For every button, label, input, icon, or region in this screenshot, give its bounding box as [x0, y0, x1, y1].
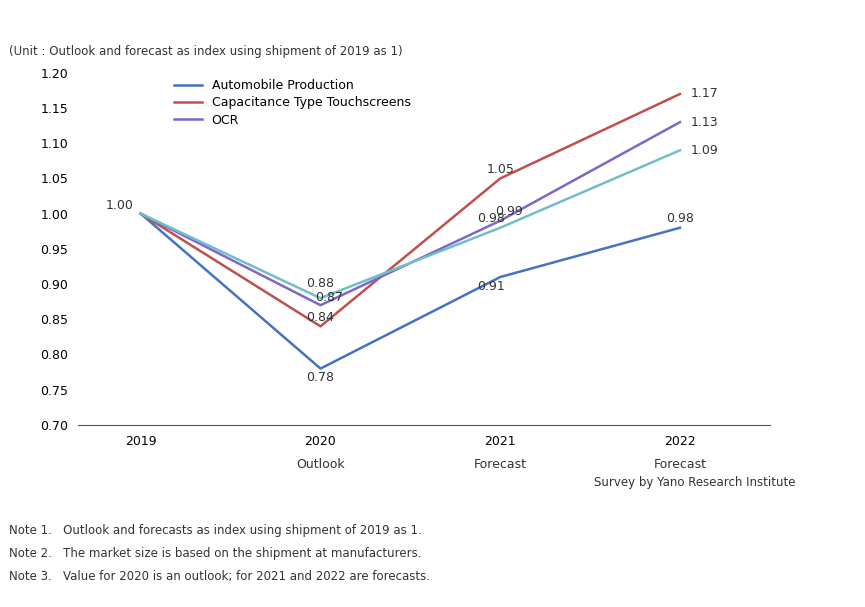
Text: 1.05: 1.05 [486, 163, 514, 175]
Text: 0.91: 0.91 [477, 280, 505, 293]
Text: 0.84: 0.84 [306, 311, 335, 324]
Text: 0.87: 0.87 [316, 291, 343, 304]
Text: 0.98: 0.98 [666, 212, 694, 225]
Text: 1.00: 1.00 [106, 198, 133, 212]
Text: Survey by Yano Research Institute: Survey by Yano Research Institute [594, 476, 796, 489]
Text: Forecast: Forecast [474, 458, 527, 471]
Text: 0.98: 0.98 [477, 212, 505, 225]
Text: 1.13: 1.13 [691, 115, 719, 129]
Text: 0.88: 0.88 [306, 277, 335, 290]
Text: Note 2.   The market size is based on the shipment at manufacturers.: Note 2. The market size is based on the … [9, 548, 421, 560]
Text: Note 1.   Outlook and forecasts as index using shipment of 2019 as 1.: Note 1. Outlook and forecasts as index u… [9, 524, 421, 537]
Text: 1.09: 1.09 [691, 144, 719, 157]
Text: 0.78: 0.78 [306, 371, 335, 384]
Text: Outlook: Outlook [296, 458, 345, 471]
Text: (Unit : Outlook and forecast as index using shipment of 2019 as 1): (Unit : Outlook and forecast as index us… [9, 45, 402, 58]
Legend: Automobile Production, Capacitance Type Touchscreens, OCR: Automobile Production, Capacitance Type … [174, 79, 410, 127]
Text: Forecast: Forecast [653, 458, 707, 471]
Text: 0.99: 0.99 [496, 205, 523, 218]
Text: Note 3.   Value for 2020 is an outlook; for 2021 and 2022 are forecasts.: Note 3. Value for 2020 is an outlook; fo… [9, 571, 430, 583]
Text: 1.17: 1.17 [691, 87, 719, 101]
